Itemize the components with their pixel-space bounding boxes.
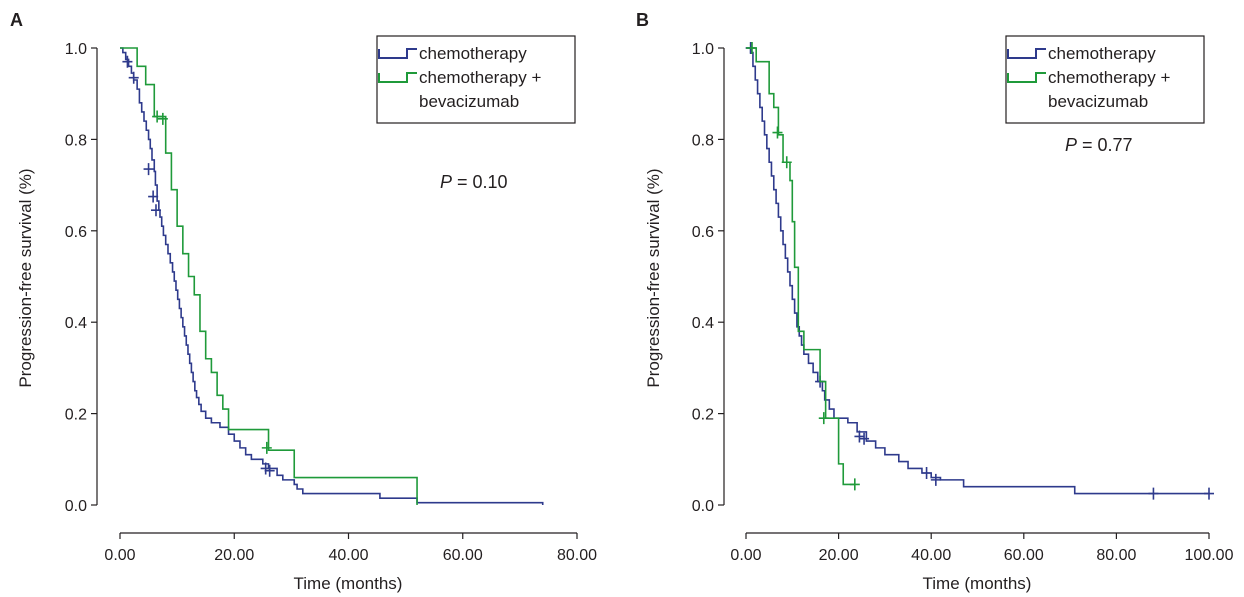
panel-a-y-tick-label: 0.2 <box>65 407 87 424</box>
panel-b-series <box>745 42 1214 500</box>
panel-b-p-value-symbol: P <box>1065 135 1077 155</box>
panel-a-legend-symbol-chemotherapy-bevacizumab <box>378 72 417 83</box>
panel-b-censor-mark-chemotherapy-bevacizumab <box>818 412 829 425</box>
panel-a-x-tick-label: 60.00 <box>443 547 483 564</box>
panel-b-x-tick-label: 0.00 <box>730 547 761 564</box>
panel-a-censor-mark-chemotherapy-bevacizumab <box>152 110 163 123</box>
panel-a-x-tick-label: 80.00 <box>557 547 597 564</box>
panel-a-x-tick-label: 40.00 <box>328 547 368 564</box>
panel-a-legend-symbol-chemotherapy <box>378 48 417 59</box>
panel-a-p-value: P = 0.10 <box>440 172 508 192</box>
panel-b-axes <box>723 48 1209 534</box>
panel-a-x-tick-label: 20.00 <box>214 547 254 564</box>
panel-a-ticks: 0.00 20.00 40.00 60.00 80.00 0.0 0.2 0.4 0.6 0.8 1… <box>65 41 597 564</box>
panel-b-p-value-text: = 0.77 <box>1077 135 1133 155</box>
panel-b-y-tick-label: 0.8 <box>692 132 714 149</box>
panel-b-x-axis-label: Time (months) <box>923 574 1032 593</box>
panel-a-y-tick-label: 0.8 <box>65 132 87 149</box>
panel-b-y-tick-label: 0.2 <box>692 407 714 424</box>
panel-a-censor-mark-chemotherapy <box>148 190 159 203</box>
panel-a-y-tick-label: 0.6 <box>65 224 87 241</box>
panel-a-legend: chemotherapy chemotherapy + bevacizumab <box>376 35 576 124</box>
panel-b-y-tick-label: 1.0 <box>692 41 714 58</box>
panel-b-x-tick-label: 60.00 <box>1004 547 1044 564</box>
panel-a-censor-mark-chemotherapy <box>264 464 275 477</box>
panel-a-censor-mark-chemotherapy-bevacizumab <box>157 112 168 125</box>
panel-b-censor-mark-chemotherapy-bevacizumab <box>772 126 783 139</box>
panel-b-x-tick-label: 80.00 <box>1096 547 1136 564</box>
legend-line-glyph <box>1007 48 1046 59</box>
legend-line-glyph <box>378 72 417 83</box>
panel-b-y-tick-label: 0.0 <box>692 498 714 515</box>
panel-a: A 0.00 20.00 40.00 60.00 80.000.00.20.40.60.… <box>10 10 597 593</box>
panel-b-censor-mark-chemotherapy <box>854 430 865 443</box>
panel-a-x-tick-label: 0.00 <box>104 547 135 564</box>
panel-b-letter: B <box>636 10 649 30</box>
panel-a-p-value-symbol: P <box>440 172 452 192</box>
panel-a-series-chemotherapy <box>120 47 544 505</box>
panel-b: B 0.00 20.00 40.00 60.00 80.00 100.000.00.20.… <box>636 10 1234 593</box>
panel-b-legend-symbol-chemotherapy <box>1007 48 1046 59</box>
panel-b-legend-label-chemotherapy-bevacizumab-1: chemotherapy + <box>1048 68 1170 87</box>
panel-b-censor-mark-chemotherapy-bevacizumab <box>781 156 792 169</box>
panel-a-p-value-text: = 0.10 <box>452 172 508 192</box>
panel-a-y-tick-label: 1.0 <box>65 41 87 58</box>
panel-a-censor-mark-chemotherapy <box>128 71 139 84</box>
panel-b-censor-mark-chemotherapy <box>1204 487 1214 500</box>
panel-b-y-tick-label: 0.4 <box>692 315 714 332</box>
panel-a-y-tick-label: 0.4 <box>65 315 87 332</box>
panel-b-censor-mark-chemotherapy <box>859 432 870 445</box>
panel-b-legend-box <box>1005 35 1205 124</box>
panel-a-y-axis-label: Progression-free survival (%) <box>16 168 35 387</box>
panel-b-legend-label-chemotherapy-bevacizumab-2: bevacizumab <box>1048 92 1148 111</box>
panel-b-x-tick-label: 40.00 <box>911 547 951 564</box>
panel-b-censor-mark-chemotherapy <box>921 467 932 480</box>
panel-b-legend-symbol-chemotherapy-bevacizumab <box>1007 72 1046 83</box>
panel-b-censor-mark-chemotherapy-bevacizumab <box>747 42 758 54</box>
panel-a-y-tick-label: 0.0 <box>65 498 87 515</box>
panel-a-legend-box <box>376 35 576 124</box>
panel-b-p-value: P = 0.77 <box>1065 135 1133 155</box>
panel-a-censor-mark-chemotherapy <box>122 55 133 68</box>
panel-a-letter: A <box>10 10 23 30</box>
panel-b-x-tick-label: 20.00 <box>819 547 859 564</box>
panel-a-censor-mark-chemotherapy <box>143 163 154 176</box>
panel-b-y-tick-label: 0.6 <box>692 224 714 241</box>
panel-a-x-axis-label: Time (months) <box>294 574 403 593</box>
panel-a-legend-label-chemotherapy-bevacizumab-1: chemotherapy + <box>419 68 541 87</box>
panel-a-legend-label-chemotherapy: chemotherapy <box>419 44 527 63</box>
panel-b-legend-label-chemotherapy: chemotherapy <box>1048 44 1156 63</box>
legend-line-glyph <box>378 48 417 59</box>
legend-line-glyph <box>1007 72 1046 83</box>
panel-b-censor-mark-chemotherapy <box>930 473 941 486</box>
panel-b-censor-mark-chemotherapy <box>1148 487 1159 500</box>
panel-a-censor-mark-chemotherapy-bevacizumab <box>261 441 272 454</box>
panel-a-legend-label-chemotherapy-bevacizumab-2: bevacizumab <box>419 92 519 111</box>
panel-a-censor-mark-chemotherapy <box>150 204 161 217</box>
panel-a-series-chemotherapy-bevacizumab <box>120 47 418 505</box>
panel-b-x-tick-label: 100.00 <box>1185 547 1234 564</box>
panel-b-ticks: 0.00 20.00 40.00 60.00 80.00 100.00 0.0 0.2 0.4 0… <box>692 41 1234 564</box>
panel-b-legend: chemotherapy chemotherapy + bevacizumab <box>1005 35 1205 124</box>
panel-b-censor-mark-chemotherapy-bevacizumab <box>849 478 860 491</box>
panel-b-y-axis-label: Progression-free survival (%) <box>644 168 663 387</box>
panel-a-series <box>120 47 544 505</box>
